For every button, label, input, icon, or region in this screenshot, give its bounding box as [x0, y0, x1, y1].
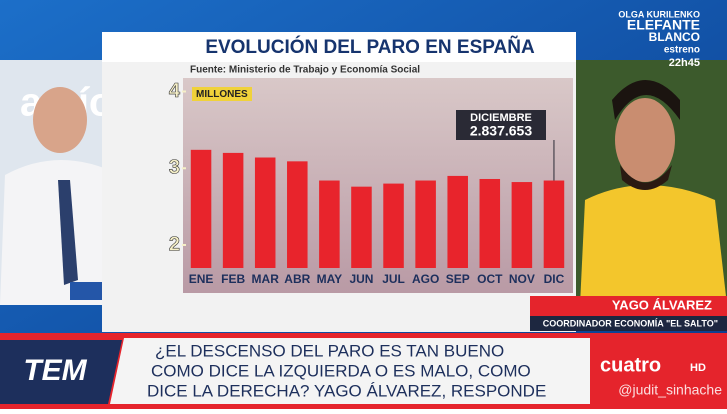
bar — [222, 152, 244, 268]
channel-hd: HD — [690, 362, 706, 374]
question-line: ¿EL DESCENSO DEL PARO ES TAN BUENO — [155, 341, 504, 360]
x-tick-label: ABR — [284, 272, 310, 286]
channel-logo: cuatro — [600, 354, 661, 376]
chart-source: Fuente: Ministerio de Trabajo y Economía… — [190, 65, 420, 76]
x-tick-label: JUL — [382, 272, 405, 286]
show-box — [0, 340, 122, 404]
role-strip — [530, 316, 727, 331]
promo-text: BLANCO — [649, 30, 700, 44]
guest-body — [580, 185, 727, 305]
guest-hair — [612, 80, 680, 120]
x-tick-label: MAY — [317, 272, 343, 286]
bar — [415, 180, 436, 268]
y-tick-label: 3 — [169, 157, 180, 179]
bar — [254, 157, 276, 268]
host-head — [33, 87, 87, 153]
bar — [447, 175, 468, 268]
name-strip — [530, 296, 727, 316]
guest-name: YAGO ÁLVAREZ — [612, 297, 712, 312]
unit-box — [192, 87, 252, 101]
show-name: TEM — [23, 354, 87, 387]
bar — [351, 186, 372, 268]
guest-role: COORDINADOR ECONOMÍA "EL SALTO" — [543, 318, 718, 328]
bar — [319, 180, 340, 268]
question-line: DICE LA DERECHA? YAGO ÁLVAREZ, RESPONDE — [147, 381, 546, 400]
y-axis-label: MILLONES — [196, 89, 248, 100]
x-tick-label: OCT — [477, 272, 503, 286]
bar — [511, 182, 533, 268]
bar — [190, 149, 212, 268]
y-tick-label: 2 — [169, 233, 180, 255]
bar — [479, 178, 501, 268]
guest-beard — [620, 165, 672, 190]
bar — [543, 180, 565, 268]
question-line: COMO DICE LA IZQUIERDA O ES MALO, COMO — [151, 361, 531, 380]
title-box — [102, 32, 576, 62]
promo-text: ELEFANTE — [627, 17, 700, 33]
annotation-text: 2.837.653 — [470, 123, 532, 139]
guest-head — [615, 98, 675, 182]
x-tick-label: SEP — [446, 272, 470, 286]
chart-title: EVOLUCIÓN DEL PARO EN ESPAÑA — [205, 36, 535, 58]
promo-text: 22h45 — [669, 57, 700, 69]
y-tick-label: 4 — [169, 80, 181, 102]
promo-text: estreno — [664, 45, 700, 56]
annotation-text: DICIEMBRE — [470, 112, 532, 124]
x-tick-label: JUN — [349, 272, 373, 286]
x-tick-label: NOV — [509, 272, 535, 286]
promo-text: OLGA KURILENKO — [618, 9, 700, 19]
x-tick-label: ENE — [189, 272, 214, 286]
bar — [287, 161, 308, 268]
x-tick-label: DIC — [544, 272, 565, 286]
question-box — [110, 338, 590, 404]
x-tick-label: FEB — [221, 272, 245, 286]
x-tick-label: MAR — [252, 272, 280, 286]
host-tie — [58, 180, 78, 285]
watermark: @judit_sinhache — [618, 382, 722, 398]
x-tick-label: AGO — [412, 272, 439, 286]
annotation-box — [456, 110, 546, 140]
bar — [383, 183, 404, 268]
